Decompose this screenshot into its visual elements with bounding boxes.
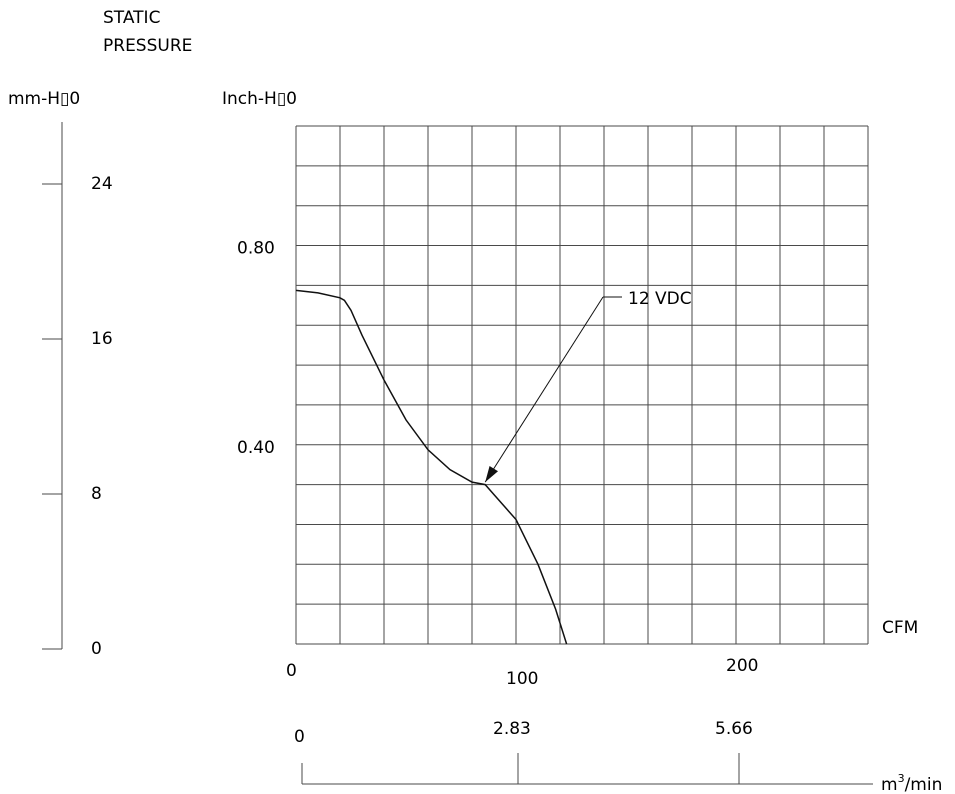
- series: [295, 289, 622, 645]
- chart-title-line-1: STATIC: [103, 8, 160, 28]
- axes: [42, 122, 873, 785]
- m3-tick-label: 0: [294, 727, 305, 747]
- annotation-arrowhead: [485, 465, 499, 483]
- cfm-tick-label: 100: [506, 669, 538, 689]
- mm-tick-label: 16: [91, 329, 113, 349]
- inch-axis-label: Inch-H▯0: [222, 89, 297, 109]
- inch-tick-label: 0.80: [237, 239, 275, 259]
- m3-tick-label: 5.66: [715, 719, 753, 739]
- mm-tick-label: 0: [91, 639, 102, 659]
- chart-title-line-2: PRESSURE: [103, 36, 192, 56]
- cfm-axis-label: CFM: [882, 618, 918, 638]
- inch-tick-label: 0.40: [237, 438, 275, 458]
- m3-axis-label: m3/min: [881, 772, 942, 794]
- mm-tick-label: 8: [91, 484, 102, 504]
- cfm-tick-label: 200: [726, 656, 758, 676]
- m3-tick-label: 2.83: [493, 719, 531, 739]
- annotation-leader: [484, 296, 604, 483]
- series-line-12vdc: [295, 289, 568, 645]
- plot-grid: [295, 125, 869, 645]
- labels: STATIC PRESSURE mm-H▯0 0 8 16 24 Inch-H▯0 0.40 0.…: [8, 8, 942, 794]
- mm-tick-label: 24: [91, 174, 113, 194]
- annotation-label-12vdc: 12 VDC: [628, 289, 692, 309]
- cfm-tick-label: 0: [286, 661, 297, 681]
- mm-axis-label: mm-H▯0: [8, 89, 80, 109]
